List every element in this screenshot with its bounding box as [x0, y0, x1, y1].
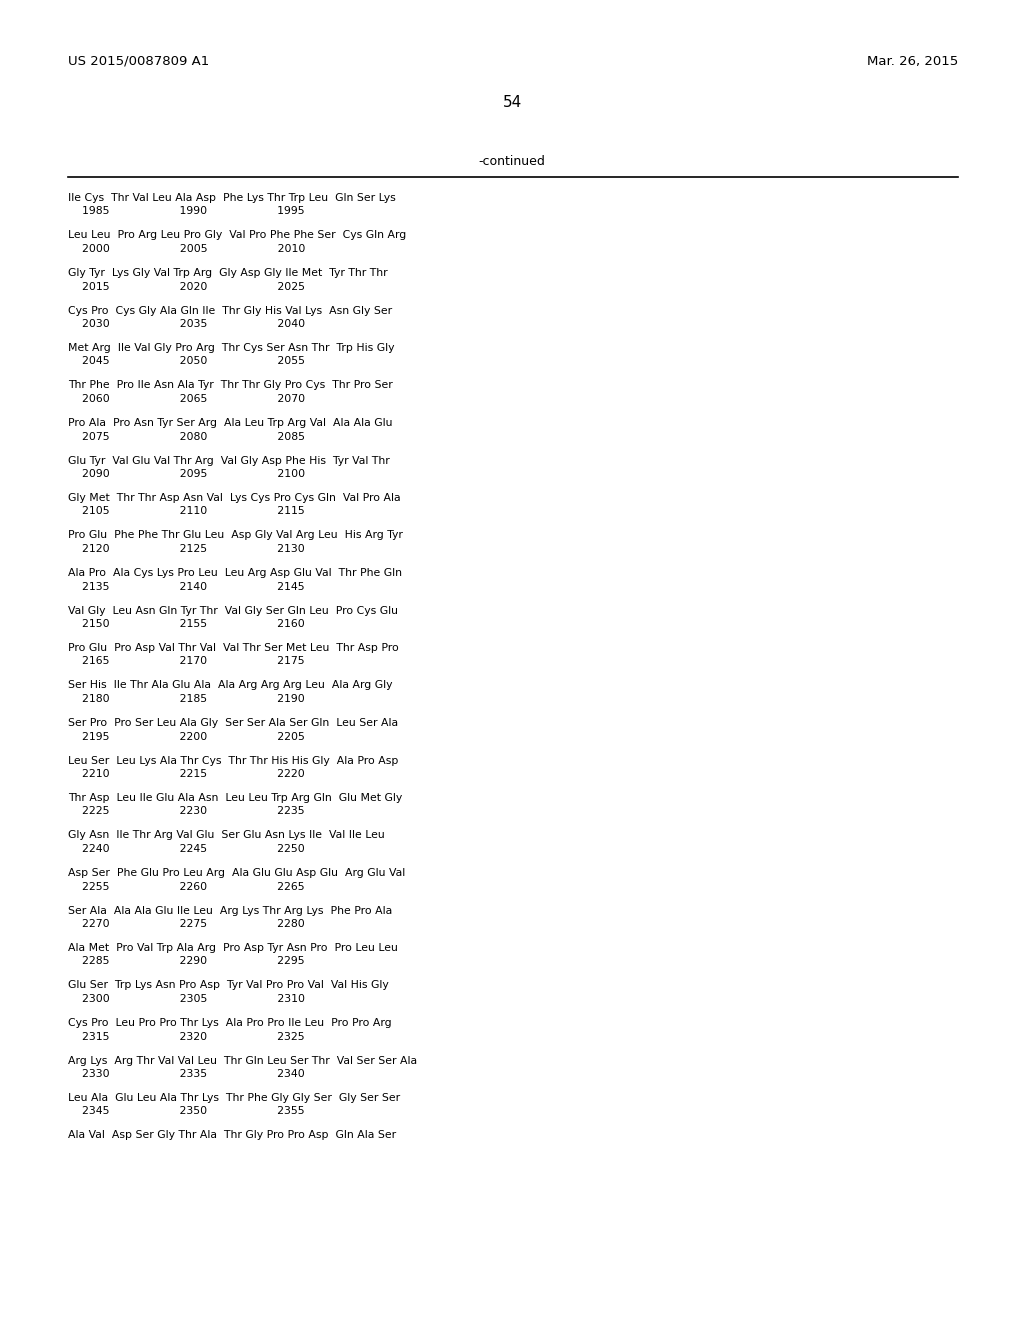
Text: 1985                    1990                    1995: 1985 1990 1995 — [68, 206, 304, 216]
Text: 2315                    2320                    2325: 2315 2320 2325 — [68, 1031, 304, 1041]
Text: Thr Asp  Leu Ile Glu Ala Asn  Leu Leu Trp Arg Gln  Glu Met Gly: Thr Asp Leu Ile Glu Ala Asn Leu Leu Trp … — [68, 793, 402, 803]
Text: Cys Pro  Leu Pro Pro Thr Lys  Ala Pro Pro Ile Leu  Pro Pro Arg: Cys Pro Leu Pro Pro Thr Lys Ala Pro Pro … — [68, 1018, 391, 1028]
Text: 2225                    2230                    2235: 2225 2230 2235 — [68, 807, 304, 817]
Text: Pro Glu  Phe Phe Thr Glu Leu  Asp Gly Val Arg Leu  His Arg Tyr: Pro Glu Phe Phe Thr Glu Leu Asp Gly Val … — [68, 531, 402, 540]
Text: Met Arg  Ile Val Gly Pro Arg  Thr Cys Ser Asn Thr  Trp His Gly: Met Arg Ile Val Gly Pro Arg Thr Cys Ser … — [68, 343, 394, 352]
Text: Glu Ser  Trp Lys Asn Pro Asp  Tyr Val Pro Pro Val  Val His Gly: Glu Ser Trp Lys Asn Pro Asp Tyr Val Pro … — [68, 981, 389, 990]
Text: Asp Ser  Phe Glu Pro Leu Arg  Ala Glu Glu Asp Glu  Arg Glu Val: Asp Ser Phe Glu Pro Leu Arg Ala Glu Glu … — [68, 869, 406, 878]
Text: US 2015/0087809 A1: US 2015/0087809 A1 — [68, 55, 209, 69]
Text: Pro Glu  Pro Asp Val Thr Val  Val Thr Ser Met Leu  Thr Asp Pro: Pro Glu Pro Asp Val Thr Val Val Thr Ser … — [68, 643, 398, 653]
Text: Gly Met  Thr Thr Asp Asn Val  Lys Cys Pro Cys Gln  Val Pro Ala: Gly Met Thr Thr Asp Asn Val Lys Cys Pro … — [68, 492, 400, 503]
Text: Val Gly  Leu Asn Gln Tyr Thr  Val Gly Ser Gln Leu  Pro Cys Glu: Val Gly Leu Asn Gln Tyr Thr Val Gly Ser … — [68, 606, 398, 615]
Text: 2300                    2305                    2310: 2300 2305 2310 — [68, 994, 305, 1005]
Text: 2000                    2005                    2010: 2000 2005 2010 — [68, 244, 305, 253]
Text: Ala Pro  Ala Cys Lys Pro Leu  Leu Arg Asp Glu Val  Thr Phe Gln: Ala Pro Ala Cys Lys Pro Leu Leu Arg Asp … — [68, 568, 402, 578]
Text: Ile Cys  Thr Val Leu Ala Asp  Phe Lys Thr Trp Leu  Gln Ser Lys: Ile Cys Thr Val Leu Ala Asp Phe Lys Thr … — [68, 193, 395, 203]
Text: 2150                    2155                    2160: 2150 2155 2160 — [68, 619, 305, 630]
Text: 2345                    2350                    2355: 2345 2350 2355 — [68, 1106, 304, 1117]
Text: 54: 54 — [503, 95, 521, 110]
Text: 2075                    2080                    2085: 2075 2080 2085 — [68, 432, 305, 441]
Text: -continued: -continued — [478, 154, 546, 168]
Text: 2255                    2260                    2265: 2255 2260 2265 — [68, 882, 304, 891]
Text: Arg Lys  Arg Thr Val Val Leu  Thr Gln Leu Ser Thr  Val Ser Ser Ala: Arg Lys Arg Thr Val Val Leu Thr Gln Leu … — [68, 1056, 417, 1065]
Text: 2270                    2275                    2280: 2270 2275 2280 — [68, 919, 305, 929]
Text: 2120                    2125                    2130: 2120 2125 2130 — [68, 544, 305, 554]
Text: Gly Asn  Ile Thr Arg Val Glu  Ser Glu Asn Lys Ile  Val Ile Leu: Gly Asn Ile Thr Arg Val Glu Ser Glu Asn … — [68, 830, 385, 841]
Text: Leu Ala  Glu Leu Ala Thr Lys  Thr Phe Gly Gly Ser  Gly Ser Ser: Leu Ala Glu Leu Ala Thr Lys Thr Phe Gly … — [68, 1093, 400, 1104]
Text: 2105                    2110                    2115: 2105 2110 2115 — [68, 507, 305, 516]
Text: Glu Tyr  Val Glu Val Thr Arg  Val Gly Asp Phe His  Tyr Val Thr: Glu Tyr Val Glu Val Thr Arg Val Gly Asp … — [68, 455, 390, 466]
Text: 2210                    2215                    2220: 2210 2215 2220 — [68, 770, 305, 779]
Text: 2045                    2050                    2055: 2045 2050 2055 — [68, 356, 305, 367]
Text: 2135                    2140                    2145: 2135 2140 2145 — [68, 582, 304, 591]
Text: 2090                    2095                    2100: 2090 2095 2100 — [68, 469, 305, 479]
Text: 2015                    2020                    2025: 2015 2020 2025 — [68, 281, 305, 292]
Text: 2165                    2170                    2175: 2165 2170 2175 — [68, 656, 304, 667]
Text: Ser His  Ile Thr Ala Glu Ala  Ala Arg Arg Arg Leu  Ala Arg Gly: Ser His Ile Thr Ala Glu Ala Ala Arg Arg … — [68, 681, 392, 690]
Text: Ser Ala  Ala Ala Glu Ile Leu  Arg Lys Thr Arg Lys  Phe Pro Ala: Ser Ala Ala Ala Glu Ile Leu Arg Lys Thr … — [68, 906, 392, 916]
Text: Gly Tyr  Lys Gly Val Trp Arg  Gly Asp Gly Ile Met  Tyr Thr Thr: Gly Tyr Lys Gly Val Trp Arg Gly Asp Gly … — [68, 268, 388, 279]
Text: Thr Phe  Pro Ile Asn Ala Tyr  Thr Thr Gly Pro Cys  Thr Pro Ser: Thr Phe Pro Ile Asn Ala Tyr Thr Thr Gly … — [68, 380, 393, 391]
Text: Leu Ser  Leu Lys Ala Thr Cys  Thr Thr His His Gly  Ala Pro Asp: Leu Ser Leu Lys Ala Thr Cys Thr Thr His … — [68, 755, 398, 766]
Text: 2060                    2065                    2070: 2060 2065 2070 — [68, 393, 305, 404]
Text: Cys Pro  Cys Gly Ala Gln Ile  Thr Gly His Val Lys  Asn Gly Ser: Cys Pro Cys Gly Ala Gln Ile Thr Gly His … — [68, 305, 392, 315]
Text: Pro Ala  Pro Asn Tyr Ser Arg  Ala Leu Trp Arg Val  Ala Ala Glu: Pro Ala Pro Asn Tyr Ser Arg Ala Leu Trp … — [68, 418, 392, 428]
Text: 2285                    2290                    2295: 2285 2290 2295 — [68, 957, 304, 966]
Text: 2330                    2335                    2340: 2330 2335 2340 — [68, 1069, 305, 1078]
Text: Ala Met  Pro Val Trp Ala Arg  Pro Asp Tyr Asn Pro  Pro Leu Leu: Ala Met Pro Val Trp Ala Arg Pro Asp Tyr … — [68, 942, 398, 953]
Text: Mar. 26, 2015: Mar. 26, 2015 — [866, 55, 958, 69]
Text: Ala Val  Asp Ser Gly Thr Ala  Thr Gly Pro Pro Asp  Gln Ala Ser: Ala Val Asp Ser Gly Thr Ala Thr Gly Pro … — [68, 1130, 396, 1140]
Text: 2240                    2245                    2250: 2240 2245 2250 — [68, 843, 305, 854]
Text: Ser Pro  Pro Ser Leu Ala Gly  Ser Ser Ala Ser Gln  Leu Ser Ala: Ser Pro Pro Ser Leu Ala Gly Ser Ser Ala … — [68, 718, 398, 729]
Text: 2030                    2035                    2040: 2030 2035 2040 — [68, 319, 305, 329]
Text: 2180                    2185                    2190: 2180 2185 2190 — [68, 694, 305, 704]
Text: 2195                    2200                    2205: 2195 2200 2205 — [68, 731, 305, 742]
Text: Leu Leu  Pro Arg Leu Pro Gly  Val Pro Phe Phe Ser  Cys Gln Arg: Leu Leu Pro Arg Leu Pro Gly Val Pro Phe … — [68, 231, 407, 240]
